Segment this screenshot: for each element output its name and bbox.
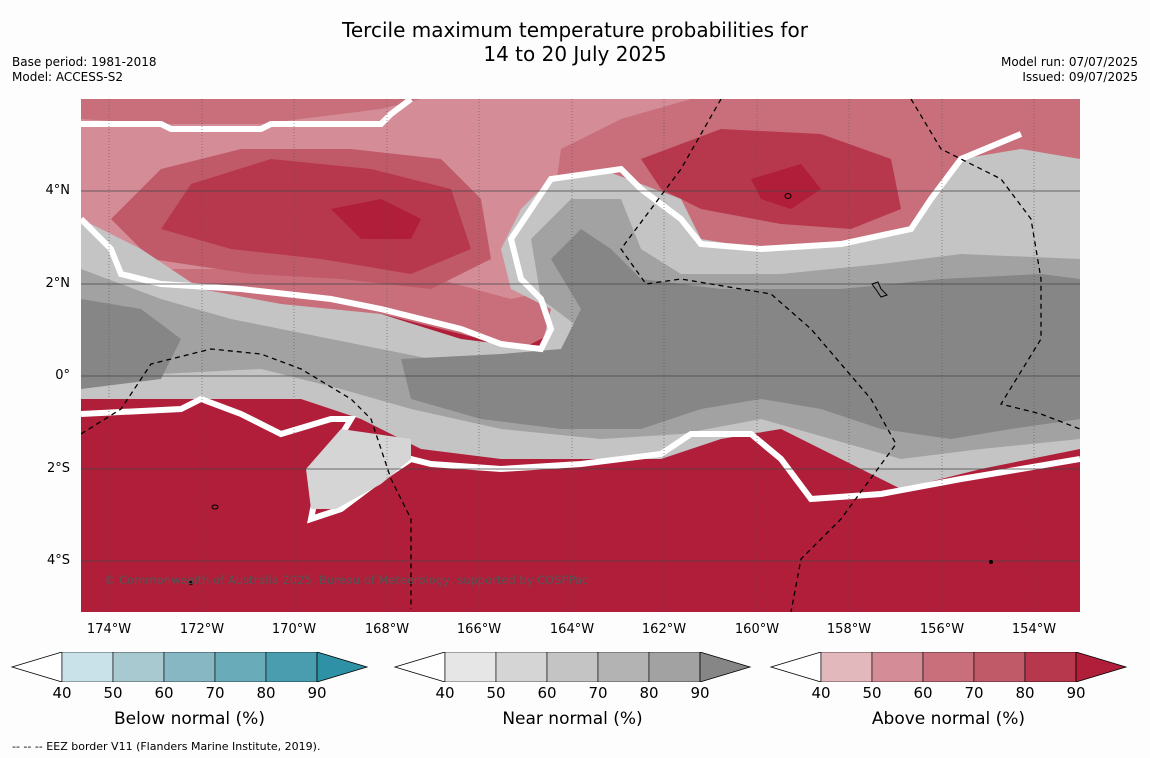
lon-label-156w: 156°W (919, 622, 965, 637)
colorbar-tick-label: 70 (205, 684, 225, 702)
colorbar-high-extension (316, 652, 369, 682)
colorbar-high-extension (1075, 652, 1128, 682)
islands (189, 193, 993, 585)
lon-label-170w: 170°W (271, 622, 317, 637)
lon-label-160w: 160°W (734, 622, 780, 637)
colorbar-tick-label: 80 (639, 684, 659, 702)
lat-label-0: 0° (55, 368, 70, 383)
colorbar-tick-label: 60 (537, 684, 557, 702)
colorbar-low-extension (393, 652, 446, 682)
colorbar-segment (820, 652, 873, 682)
colorbar-tick-label: 50 (486, 684, 506, 702)
colorbar-segment (444, 652, 497, 682)
colorbar-tick-label: 60 (913, 684, 933, 702)
lon-label-174w: 174°W (86, 622, 132, 637)
lat-label-4s: 4°S (46, 553, 70, 568)
above-north-peak (331, 199, 421, 239)
colorbar-tick-label: 90 (1066, 684, 1086, 702)
colorbar-tick-label: 40 (435, 684, 455, 702)
colorbar-tick-label: 40 (52, 684, 72, 702)
colorbar-low-extension (769, 652, 822, 682)
lat-label-2s: 2°S (46, 461, 70, 476)
colorbar-segment (973, 652, 1026, 682)
lon-label-164w: 164°W (549, 622, 595, 637)
title-line-1: Tercile maximum temperature probabilitie… (342, 18, 808, 42)
lat-label-2n: 2°N (45, 276, 71, 291)
lon-label-158w: 158°W (826, 622, 872, 637)
model-name: Model: ACCESS-S2 (12, 70, 124, 84)
model-run: Model run: 07/07/2025 (1000, 55, 1138, 69)
near-normal-core (81, 229, 1080, 439)
region-boundary-north (81, 99, 1023, 353)
map-canvas (81, 99, 1080, 612)
above-north-core (161, 159, 471, 274)
colorbar-segment (495, 652, 548, 682)
colorbar-title: Above normal (%) (871, 709, 1026, 729)
lat-label-4n: 4°N (45, 183, 71, 198)
meta-right: Model run: 07/07/2025 Issued: 09/07/2025 (1001, 55, 1138, 85)
eez-borders (81, 99, 1080, 612)
colorbar-tick-label: 70 (588, 684, 608, 702)
lon-label-172w: 172°W (179, 622, 225, 637)
colorbar-tick-label: 50 (103, 684, 123, 702)
colorbar-segment (112, 652, 165, 682)
colorbar-segment (648, 652, 701, 682)
colorbar-tick-label: 50 (862, 684, 882, 702)
colorbar-low-extension (10, 652, 63, 682)
colorbar-segment (1024, 652, 1077, 682)
colorbar-tick-label: 80 (256, 684, 276, 702)
lon-label-166w: 166°W (456, 622, 502, 637)
colorbar-tick-label: 90 (307, 684, 327, 702)
colorbar-tick-label: 40 (811, 684, 831, 702)
colorbar-tick-label: 60 (154, 684, 174, 702)
colorbar-segment (546, 652, 599, 682)
region-boundary-south (81, 395, 1080, 524)
colorbar-tick-label: 70 (964, 684, 984, 702)
lon-label-168w: 168°W (364, 622, 410, 637)
probability-map (81, 99, 1080, 612)
eez-footnote: -- -- -- EEZ border V11 (Flanders Marine… (12, 740, 321, 753)
issued-date: Issued: 09/07/2025 (1022, 70, 1138, 84)
above-ne-peak (751, 164, 821, 209)
colorbar-tick-label: 80 (1015, 684, 1035, 702)
copyright-notice: © Commonwealth of Australia 2025, Bureau… (104, 573, 589, 587)
meta-left: Base period: 1981-2018 Model: ACCESS-S2 (12, 55, 157, 85)
colorbar-segment (265, 652, 318, 682)
colorbar-segment (163, 652, 216, 682)
colorbar-high-extension (699, 652, 752, 682)
base-period: Base period: 1981-2018 (12, 55, 157, 69)
title-line-2: 14 to 20 July 2025 (483, 42, 667, 66)
map-title: Tercile maximum temperature probabilitie… (0, 18, 1150, 66)
lon-label-154w: 154°W (1011, 622, 1057, 637)
colorbar-title: Near normal (%) (502, 709, 643, 729)
colorbar-title: Below normal (%) (114, 709, 265, 729)
colorbar-segment (597, 652, 650, 682)
latitude-lines (81, 190, 1080, 562)
colorbar-segment (61, 652, 114, 682)
colorbars (10, 652, 1128, 682)
colorbar-tick-label: 90 (690, 684, 710, 702)
colorbar-segment (214, 652, 267, 682)
colorbar-segment (922, 652, 975, 682)
lon-label-162w: 162°W (641, 622, 687, 637)
colorbar-segment (871, 652, 924, 682)
